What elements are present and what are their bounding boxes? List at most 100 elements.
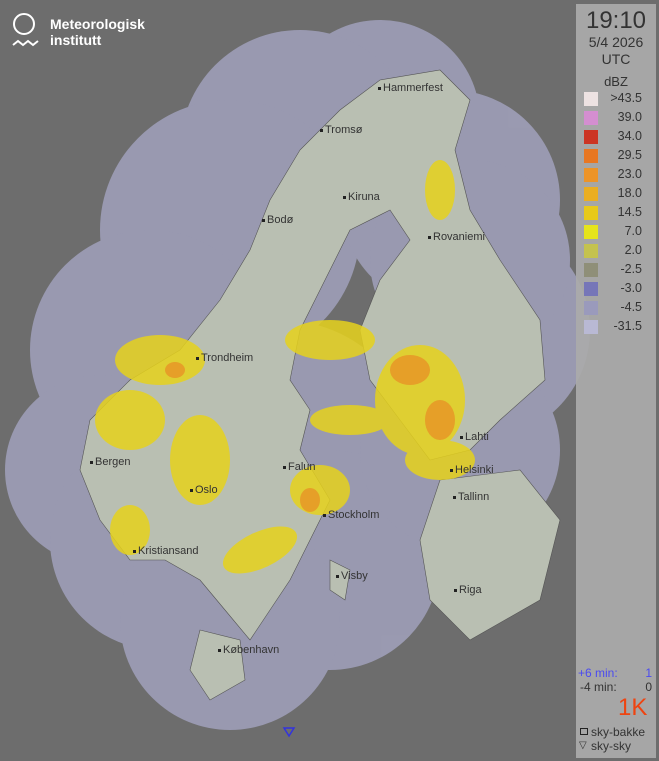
city-name: Stockholm [328, 509, 380, 521]
city-marker-icon [453, 495, 456, 499]
unit-label: dBZ [604, 74, 628, 89]
city-marker-icon [90, 460, 93, 464]
city-name: Falun [288, 461, 316, 473]
city-label: Stockholm [323, 509, 379, 521]
city-label: Visby [336, 570, 368, 582]
legend-panel: 19:10 5/4 2026 UTC dBZ >43.5 39.0 34.0 29.5… [576, 4, 656, 758]
legend-item: 29.5 [576, 147, 656, 166]
legend-value: -4.5 [620, 300, 642, 314]
city-marker-icon [336, 574, 339, 578]
legend-value: -3.0 [620, 281, 642, 295]
city-marker-icon [283, 465, 286, 469]
legend-item: 2.0 [576, 242, 656, 261]
city-name: København [223, 644, 280, 656]
city-label: Rovaniemi [428, 231, 485, 243]
city-name: Hammerfest [383, 82, 443, 94]
legend-value: -2.5 [620, 262, 642, 276]
legend-swatch [584, 168, 598, 182]
city-label: Riga [454, 584, 482, 596]
sky-sky-station-icon [282, 727, 296, 738]
logo-text: Meteorologisk institutt [50, 16, 145, 48]
color-legend: >43.5 39.0 34.0 29.5 23.0 18.0 14.5 7.0 2.0 -2.5 -… [576, 90, 656, 337]
city-marker-icon [196, 356, 199, 360]
triangle-icon: ▽ [579, 740, 587, 751]
city-marker-icon [378, 86, 381, 90]
city-name: Helsinki [455, 464, 494, 476]
legend-value: 18.0 [617, 186, 642, 200]
city-label: Hammerfest [378, 82, 443, 94]
square-icon [580, 728, 588, 735]
timezone: UTC [601, 51, 631, 67]
city-label: Kiruna [343, 191, 380, 203]
city-name: Bergen [95, 456, 131, 468]
legend-swatch [584, 92, 598, 106]
legend-item: 23.0 [576, 166, 656, 185]
legend-swatch [584, 244, 598, 258]
legend-item: >43.5 [576, 90, 656, 109]
legend-value: 14.5 [617, 205, 642, 219]
city-name: Visby [341, 570, 368, 582]
city-name: Tromsø [325, 124, 363, 136]
time: 19:10 [585, 7, 647, 34]
legend-swatch [584, 130, 598, 144]
legend-item: 34.0 [576, 128, 656, 147]
precipitation-heavy [165, 355, 455, 512]
legend-value: 2.0 [624, 243, 642, 257]
legend-item: 18.0 [576, 185, 656, 204]
legend-value: >43.5 [610, 91, 642, 105]
legend-swatch [584, 206, 598, 220]
legend-value: 29.5 [617, 148, 642, 162]
city-label: Bergen [90, 456, 130, 468]
legend-item: -2.5 [576, 261, 656, 280]
city-name: Riga [459, 584, 482, 596]
city-marker-icon [133, 549, 136, 553]
city-marker-icon [343, 195, 346, 199]
city-label: Oslo [190, 484, 218, 496]
met-logo: Meteorologisk institutt [12, 12, 145, 57]
legend-item: -3.0 [576, 280, 656, 299]
city-name: Kiruna [348, 191, 380, 203]
city-label: Bodø [262, 214, 293, 226]
forecast-value: 1 [645, 666, 652, 680]
legend-value: 34.0 [617, 129, 642, 143]
legend-value: -31.5 [613, 319, 643, 333]
city-name: Trondheim [201, 352, 254, 364]
city-name: Bodø [267, 214, 294, 226]
brand-mark: 1K [618, 694, 648, 721]
city-label: Tromsø [320, 124, 362, 136]
legend-swatch [584, 320, 598, 334]
city-label: Trondheim [196, 352, 253, 364]
city-marker-icon [454, 588, 457, 592]
legend-swatch [584, 301, 598, 315]
city-label: København [218, 644, 279, 656]
city-name: Kristiansand [138, 545, 199, 557]
city-marker-icon [460, 435, 463, 439]
legend-value: 7.0 [624, 224, 642, 238]
city-marker-icon [218, 648, 221, 652]
legend-item: 39.0 [576, 109, 656, 128]
legend-item: -31.5 [576, 318, 656, 337]
station-label: sky-sky [591, 739, 631, 753]
city-label: Helsinki [450, 464, 494, 476]
city-marker-icon [190, 488, 193, 492]
legend-value: 39.0 [617, 110, 642, 124]
city-label: Kristiansand [133, 545, 199, 557]
city-marker-icon [262, 218, 265, 222]
city-name: Oslo [195, 484, 218, 496]
legend-item: 14.5 [576, 204, 656, 223]
city-name: Rovaniemi [433, 231, 485, 243]
city-label: Tallinn [453, 491, 489, 503]
city-label: Lahti [460, 431, 489, 443]
legend-swatch [584, 282, 598, 296]
city-name: Lahti [465, 431, 489, 443]
station-label: sky-bakke [591, 725, 646, 739]
forecast-value: 0 [645, 680, 652, 694]
legend-swatch [584, 149, 598, 163]
met-logo-icon [12, 13, 39, 47]
legend-value: 23.0 [617, 167, 642, 181]
legend-swatch [584, 187, 598, 201]
legend-swatch [584, 263, 598, 277]
legend-swatch [584, 225, 598, 239]
legend-item: -4.5 [576, 299, 656, 318]
